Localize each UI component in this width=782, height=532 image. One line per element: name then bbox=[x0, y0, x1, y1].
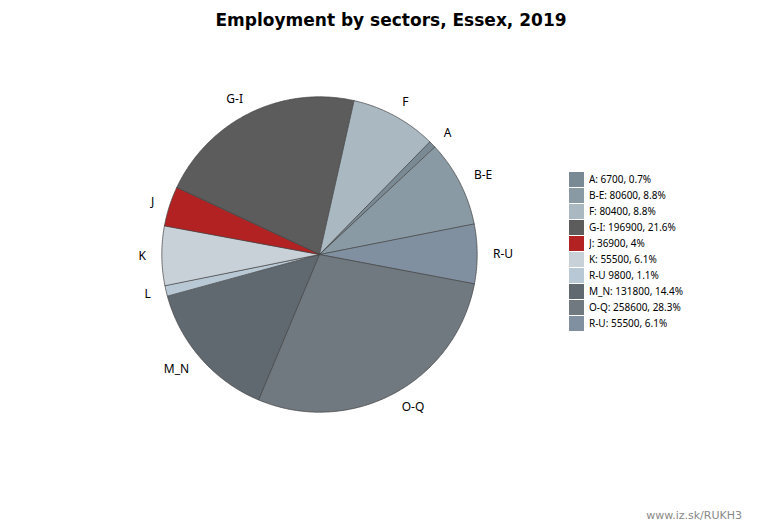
svg-text:G-I: G-I bbox=[226, 90, 243, 107]
html-text:www.iz.sk/RUKH3: www.iz.sk/RUKH3 bbox=[646, 509, 742, 522]
svg-text:O-Q: O-Q bbox=[402, 398, 425, 415]
svg-text:M_N: M_N bbox=[164, 360, 189, 377]
svg-text:R-U: R-U bbox=[493, 245, 513, 262]
html-text:O-Q: 258600, 28.3%: O-Q: 258600, 28.3% bbox=[588, 300, 681, 314]
html-text:M_N: 131800, 14.4%: M_N: 131800, 14.4% bbox=[588, 284, 684, 298]
html-text:J: 36900, 4%: J: 36900, 4% bbox=[588, 236, 645, 250]
svg-text:F: F bbox=[402, 93, 408, 110]
html-text:R-U 9800, 1.1%: R-U 9800, 1.1% bbox=[588, 268, 659, 282]
html-text:B-E: 80600, 8.8%: B-E: 80600, 8.8% bbox=[588, 188, 666, 202]
svg-text:L: L bbox=[144, 285, 150, 302]
html-text:A: 6700, 0.7%: A: 6700, 0.7% bbox=[588, 172, 652, 186]
html-text:G-I: 196900, 21.6%: G-I: 196900, 21.6% bbox=[588, 220, 676, 234]
svg-text:A: A bbox=[444, 124, 452, 141]
html-text:K: 55500, 6.1%: K: 55500, 6.1% bbox=[588, 252, 657, 266]
svg-text:K: K bbox=[139, 247, 147, 264]
html-text:R-U: 55500, 6.1%: R-U: 55500, 6.1% bbox=[588, 316, 668, 330]
svg-text:J: J bbox=[150, 193, 154, 210]
html-text:Employment by sectors, Essex,: Employment by sectors, Essex, 2019 bbox=[215, 10, 567, 30]
svg-text:B-E: B-E bbox=[474, 166, 492, 183]
html-text:F: 80400, 8.8%: F: 80400, 8.8% bbox=[588, 204, 656, 218]
